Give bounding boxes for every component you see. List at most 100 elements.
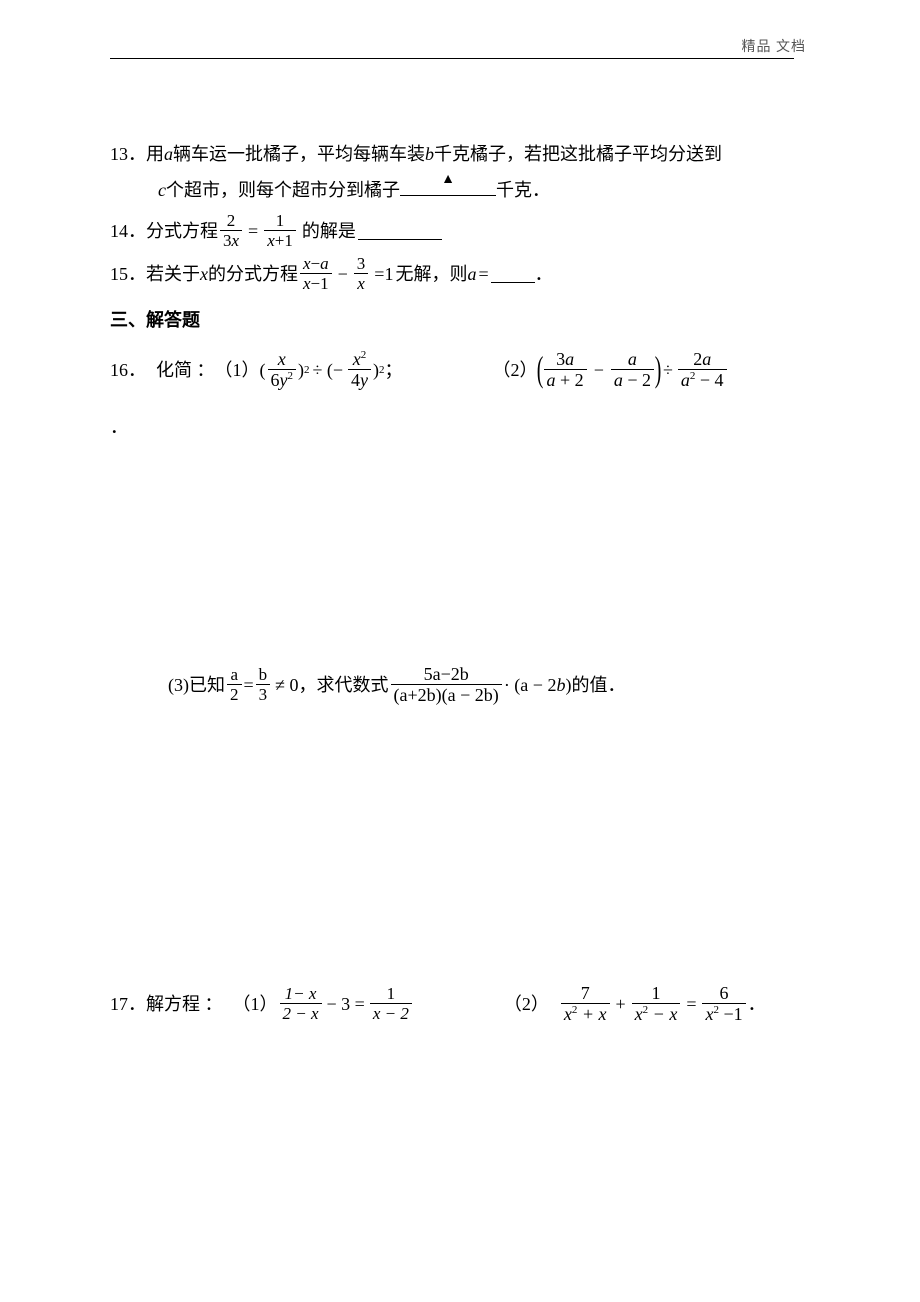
q14-frac1: 2 3x [220, 212, 242, 249]
q15-x: x [200, 256, 208, 292]
q15-line: 15． 若关于 x 的分式方程 x−a x−1 − 3 x =1 无解，则 a … [110, 255, 834, 292]
q13-a: a [164, 144, 173, 164]
q14-frac2: 1 x+1 [264, 212, 296, 249]
t: ÷ (− [313, 352, 344, 388]
txt: 3 [223, 231, 232, 250]
t: − 2 [627, 370, 651, 390]
t: 5a−2b [391, 665, 502, 684]
t: 2a [678, 350, 727, 369]
t: x2 − x [632, 1003, 681, 1023]
q17-p2-frac1: 7 x2 + x [561, 984, 610, 1023]
t: 4 [351, 370, 360, 390]
q16-label: 化简 ： [156, 352, 215, 388]
q15-a: a [467, 256, 476, 292]
t: · (a − 2 [504, 667, 557, 703]
t: ； [385, 352, 403, 388]
q15-mid2: 无解，则 [395, 256, 467, 292]
t: a [702, 349, 711, 369]
q17-p2-label: （2） [504, 986, 549, 1022]
stray-dot: ． [110, 409, 834, 445]
t: x [268, 350, 297, 369]
q15-post: ． [535, 256, 553, 292]
q14-num: 14． [110, 213, 146, 249]
t: 的值． [571, 667, 625, 703]
q14-f1-den: 3x [220, 230, 242, 249]
t: 2 [572, 1004, 578, 1016]
q16-p2-frac2: a a − 2 [611, 350, 654, 389]
t: 2 [690, 370, 696, 382]
t: 2 [713, 1004, 719, 1016]
txt: x [267, 231, 275, 250]
q16-p3-line: (3)已知 a 2 = b 3 ≠ 0 ，求代数式 5a−2b (a+2b)(a… [110, 665, 834, 704]
t: 6 [702, 984, 745, 1003]
q13-blank: ▲ [400, 177, 496, 196]
t: − 3 = [327, 986, 365, 1022]
q14-f2-den: x+1 [264, 230, 296, 249]
t: b [556, 667, 565, 703]
q16-p3-frac2: b 3 [256, 666, 271, 703]
q16-p2-frac1: 3a a + 2 [544, 350, 587, 389]
t: 2 [361, 349, 367, 361]
q15-mid1: 的分式方程 [208, 256, 298, 292]
t: 6y2 [268, 369, 297, 389]
txt: x [232, 231, 240, 250]
t: 1− x [280, 985, 322, 1003]
q16-p3-frac1: a 2 [227, 666, 242, 703]
triangle-icon: ▲ [441, 166, 455, 194]
q17-p2-frac3: 6 x2 −1 [702, 984, 745, 1023]
q16-p1-label: （1） [215, 352, 260, 388]
q15-eq: = [478, 256, 488, 292]
t: x [303, 254, 311, 273]
q17-p2-frac2: 1 x2 − x [632, 984, 681, 1023]
p1-open: ( [260, 352, 266, 388]
t: 1 [632, 984, 681, 1003]
q17-num: 17． [110, 986, 146, 1022]
q13-pre: 用 [146, 144, 164, 164]
q13-line1: 13．用a辆车运一批橘子，平均每辆车装b千克橘子，若把这批橘子平均分送到 [110, 136, 834, 172]
t: a [681, 370, 690, 390]
q16-p3-eqmid: = [244, 667, 254, 703]
t: −1 [311, 274, 329, 293]
q15-blank [491, 264, 535, 283]
header-label: 精品 文档 [742, 36, 807, 56]
q13-num: 13． [110, 144, 146, 164]
q15-frac1: x−a x−1 [300, 255, 332, 292]
t: 2 − x [280, 1003, 322, 1022]
q16-p3-bigfrac: 5a−2b (a+2b)(a − 2b) [391, 665, 502, 704]
t: 1 [370, 985, 412, 1003]
t: a [320, 254, 329, 273]
t: ÷ [663, 352, 673, 388]
q17-label: 解方程 ： [146, 986, 223, 1022]
page: 13．用a辆车运一批橘子，平均每辆车装b千克橘子，若把这批橘子平均分送到 c个超… [0, 0, 920, 1083]
t: a + 2 [544, 369, 587, 389]
q15-f1-den: x−1 [300, 273, 332, 292]
t: x − 2 [370, 1003, 412, 1022]
t: 2 [643, 1004, 649, 1016]
q13-line2: c个超市，则每个超市分到橘子▲千克． [110, 172, 834, 208]
t: ． [748, 986, 766, 1022]
q14-f2-num: 1 [264, 212, 296, 230]
q17-line: 17． 解方程 ： （1） 1− x 2 − x − 3 = 1 x − 2 （… [110, 984, 834, 1023]
t: − 4 [700, 370, 724, 390]
t: = [686, 986, 696, 1022]
q15-f1-num: x−a [300, 255, 332, 273]
t: − [594, 352, 604, 388]
q16-p2-frac3: 2a a2 − 4 [678, 350, 727, 389]
q16-p1-frac2: x2 4y [348, 350, 371, 389]
t: 3 [256, 684, 271, 703]
t: x2 [348, 350, 371, 369]
q13-mid2: 千克橘子，若把这批橘子平均分送到 [434, 144, 722, 164]
q13-mid1: 辆车运一批橘子，平均每辆车装 [173, 144, 425, 164]
t: + x [582, 1004, 607, 1024]
t: 2 [693, 349, 702, 369]
t: − x [653, 1004, 678, 1024]
t: 7 [561, 984, 610, 1003]
q15-minus: − [338, 256, 348, 292]
q17-p1-label: （1） [233, 986, 278, 1022]
t: − [311, 254, 321, 273]
q13-c: c [158, 180, 166, 200]
header-rule [110, 58, 794, 59]
t: y [360, 370, 368, 390]
t: 4y [348, 369, 371, 389]
t: a [611, 350, 654, 369]
